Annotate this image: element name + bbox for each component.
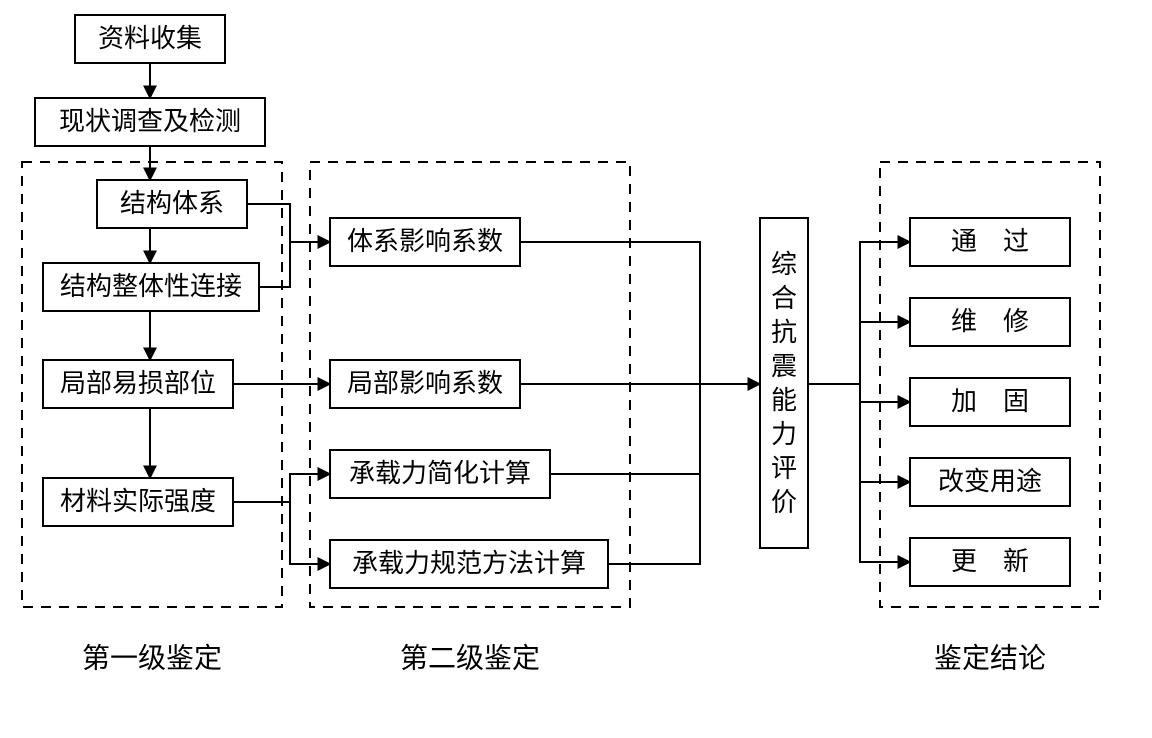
edge-15: [860, 322, 910, 384]
node-label-n6: 材料实际强度: [60, 486, 216, 516]
node-n14: 加 固: [910, 378, 1070, 426]
section-label-g3: 鉴定结论: [934, 642, 1046, 673]
node-label-n4: 结构整体性连接: [60, 271, 242, 301]
edge-16: [860, 384, 910, 402]
node-label-n7: 体系影响系数: [347, 226, 503, 256]
section-label-g1: 第一级鉴定: [82, 642, 222, 673]
node-n12: 通 过: [910, 218, 1070, 266]
edge-10: [520, 242, 760, 384]
node-label-n8: 局部影响系数: [347, 368, 503, 398]
node-n2: 现状调查及检测: [35, 98, 265, 146]
node-n7: 体系影响系数: [330, 218, 520, 266]
node-n16: 更 新: [910, 538, 1070, 586]
edge-12: [550, 384, 700, 474]
node-label-n2: 现状调查及检测: [59, 106, 241, 136]
node-label-n10: 承载力规范方法计算: [352, 548, 586, 578]
edge-5: [247, 204, 330, 242]
node-n13: 维 修: [910, 298, 1070, 346]
node-label-n1: 资料收集: [98, 23, 202, 53]
node-n8: 局部影响系数: [330, 360, 520, 408]
node-label-n9: 承载力简化计算: [349, 458, 531, 488]
node-label-n3: 结构体系: [120, 188, 224, 218]
node-n9: 承载力简化计算: [330, 450, 550, 498]
node-label-n16: 更 新: [951, 546, 1029, 576]
node-n1: 资料收集: [75, 15, 225, 63]
node-n15: 改变用途: [910, 458, 1070, 506]
node-n6: 材料实际强度: [43, 478, 233, 526]
node-label-n5: 局部易损部位: [60, 368, 216, 398]
edge-18: [860, 384, 910, 562]
node-n11: 综合抗震能力评价: [760, 218, 808, 548]
node-label-n13: 维 修: [951, 306, 1029, 336]
node-label-n14: 加 固: [951, 386, 1029, 416]
node-label-n15: 改变用途: [938, 466, 1042, 496]
node-n5: 局部易损部位: [43, 360, 233, 408]
node-n4: 结构整体性连接: [43, 263, 259, 311]
edge-17: [860, 384, 910, 482]
node-n3: 结构体系: [97, 180, 247, 228]
section-label-g2: 第二级鉴定: [400, 642, 540, 673]
flowchart-canvas: 资料收集现状调查及检测结构体系结构整体性连接局部易损部位材料实际强度 体系影响系数…: [0, 0, 1152, 738]
edge-6: [259, 242, 290, 287]
node-n10: 承载力规范方法计算: [330, 540, 608, 588]
node-label-n12: 通 过: [951, 226, 1029, 256]
